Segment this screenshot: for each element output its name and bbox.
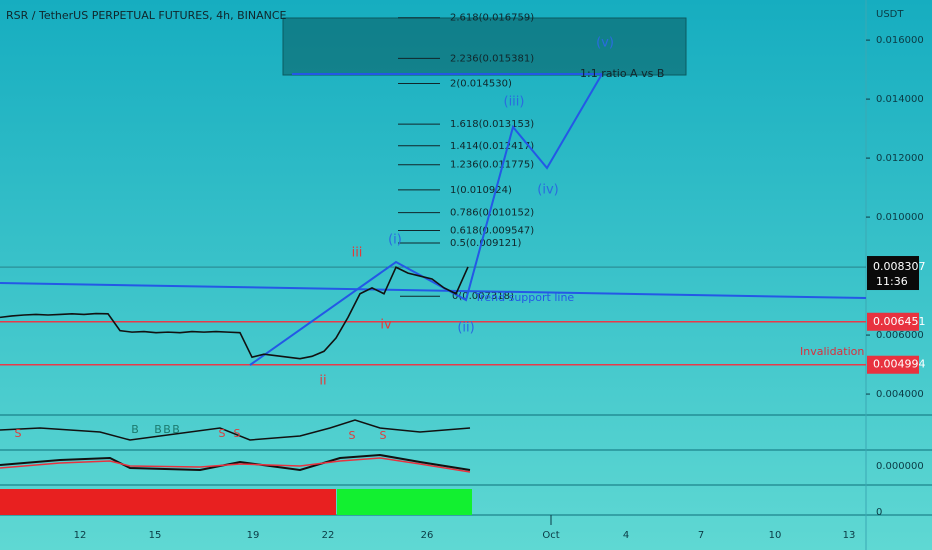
indicator-tick: 0.000000	[876, 461, 924, 472]
y-tick-label: 0.010000	[876, 212, 924, 223]
x-tick-label: 12	[74, 530, 87, 541]
signal-letter: B	[131, 423, 139, 436]
price-tag-label: 0.006451	[873, 315, 926, 328]
wave-label: (ii)	[457, 321, 474, 336]
signal-letter: B	[154, 423, 162, 436]
fib-label: 0.786(0.010152)	[450, 208, 534, 219]
macd-signal	[0, 457, 471, 473]
trend-support-line	[0, 282, 867, 299]
histogram-red	[0, 489, 336, 515]
signal-letter: S	[380, 429, 387, 442]
fib-label: 2(0.014530)	[450, 78, 512, 89]
wave-ab	[249, 261, 397, 366]
fib-label: 0(0.007318)	[452, 291, 514, 302]
ratio-note: 1:1 ratio A vs B	[580, 67, 664, 80]
fib-label: 2.618(0.016759)	[450, 13, 534, 24]
fib-label: 2.236(0.015381)	[450, 53, 534, 64]
invalidation-note: Invalidation	[800, 345, 864, 358]
signal-letter: B	[172, 423, 180, 436]
fib-label: 0.5(0.009121)	[450, 238, 522, 249]
x-tick-label: 7	[698, 530, 704, 541]
macd-line	[0, 453, 471, 472]
fib-label: 1(0.010924)	[450, 185, 512, 196]
price-tag	[867, 312, 919, 331]
indicator-tick: 0	[876, 507, 882, 518]
x-tick-label: 22	[322, 530, 335, 541]
wave-label: (iv)	[537, 183, 558, 198]
wave-label: (i)	[388, 233, 402, 248]
histogram-green	[337, 489, 472, 515]
fib-label: 1.618(0.013153)	[450, 119, 534, 130]
x-tick-label: 26	[421, 530, 434, 541]
trend-note: Trend support line	[474, 291, 574, 304]
wave-label: (v)	[596, 36, 614, 51]
x-tick-label: 15	[149, 530, 162, 541]
y-tick-label: 0.012000	[876, 153, 924, 164]
price-trace	[0, 266, 469, 360]
x-tick-label: 13	[843, 530, 856, 541]
signal-letter: S	[219, 427, 226, 440]
price-tag	[867, 256, 919, 291]
currency-label: USDT	[876, 9, 904, 20]
fib-label: 1.414(0.012417)	[450, 141, 534, 152]
oscillator	[0, 419, 471, 441]
wave-label: iv	[380, 318, 392, 333]
x-tick-label: 19	[247, 530, 260, 541]
x-tick-label: Oct	[542, 530, 559, 541]
signal-letter: S	[349, 429, 356, 442]
x-tick-label: 10	[769, 530, 782, 541]
countdown: 11:36	[876, 275, 908, 288]
wave-label: (iii)	[504, 95, 525, 110]
price-tag-label: 0.008307	[873, 260, 926, 273]
fib-label: 0.618(0.009547)	[450, 225, 534, 236]
chart-title: RSR / TetherUS PERPETUAL FUTURES, 4h, BI…	[6, 9, 287, 22]
y-tick-label: 0.014000	[876, 94, 924, 105]
signal-letter: B	[163, 423, 171, 436]
signal-letter: S	[234, 427, 241, 440]
wave-label: iii	[352, 246, 363, 261]
price-tag	[867, 355, 919, 374]
wave-label: ii	[319, 374, 326, 389]
y-tick-label: 0.004000	[876, 389, 924, 400]
y-tick-label: 0.016000	[876, 35, 924, 46]
target-zone	[282, 17, 687, 76]
x-tick-label: 4	[623, 530, 629, 541]
price-tag-label: 0.004994	[873, 358, 926, 371]
signal-letter: S	[15, 427, 22, 440]
fib-label: 1.236(0.011775)	[450, 160, 534, 171]
y-tick-label: 0.006000	[876, 330, 924, 341]
